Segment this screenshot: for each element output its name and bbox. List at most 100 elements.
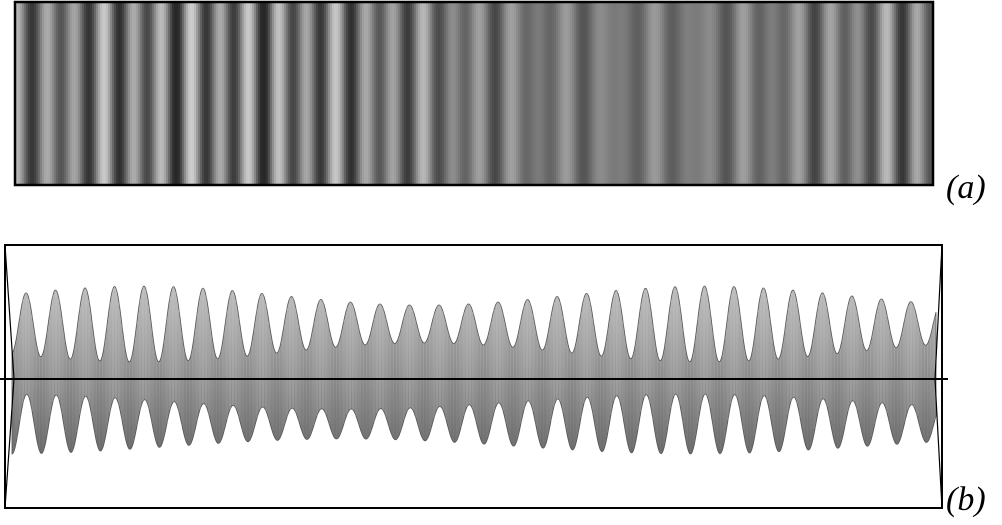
stripe bbox=[512, 3, 514, 184]
stripe bbox=[816, 3, 818, 184]
stripe bbox=[682, 3, 684, 184]
stripe bbox=[32, 3, 34, 184]
stripe bbox=[852, 3, 854, 184]
stripe bbox=[478, 3, 480, 184]
stripe bbox=[786, 3, 788, 184]
stripe bbox=[38, 3, 40, 184]
stripe bbox=[404, 3, 406, 184]
stripe bbox=[290, 3, 292, 184]
stripe bbox=[292, 3, 294, 184]
stripe bbox=[202, 3, 204, 184]
stripe bbox=[720, 3, 722, 184]
stripe bbox=[44, 3, 46, 184]
stripe bbox=[826, 3, 828, 184]
stripe bbox=[90, 3, 92, 184]
stripe bbox=[650, 3, 652, 184]
stripe bbox=[252, 3, 254, 184]
stripe bbox=[848, 3, 850, 184]
stripe bbox=[502, 3, 504, 184]
stripe bbox=[66, 3, 68, 184]
stripe bbox=[400, 3, 402, 184]
stripe bbox=[148, 3, 150, 184]
stripe bbox=[278, 3, 280, 184]
stripe bbox=[362, 3, 364, 184]
stripe bbox=[106, 3, 108, 184]
stripe bbox=[622, 3, 624, 184]
stripe bbox=[426, 3, 428, 184]
stripe bbox=[380, 3, 382, 184]
stripe bbox=[368, 3, 370, 184]
stripe bbox=[592, 3, 594, 184]
stripe bbox=[548, 3, 550, 184]
stripe bbox=[880, 3, 882, 184]
stripe bbox=[610, 3, 612, 184]
stripe bbox=[602, 3, 604, 184]
stripe bbox=[284, 3, 286, 184]
stripe bbox=[690, 3, 692, 184]
stripe bbox=[296, 3, 298, 184]
edge-lines bbox=[4, 244, 943, 509]
stripe bbox=[668, 3, 670, 184]
stripe bbox=[594, 3, 596, 184]
stripe bbox=[208, 3, 210, 184]
stripe bbox=[748, 3, 750, 184]
stripe bbox=[392, 3, 394, 184]
stripe bbox=[788, 3, 790, 184]
stripe bbox=[498, 3, 500, 184]
panel-b-frame bbox=[4, 244, 943, 509]
stripe bbox=[62, 3, 64, 184]
stripe bbox=[56, 3, 58, 184]
stripe bbox=[74, 3, 76, 184]
panel-label: (b) bbox=[946, 481, 986, 518]
stripe bbox=[138, 3, 140, 184]
stripe bbox=[920, 3, 922, 184]
stripe bbox=[162, 3, 164, 184]
stripe bbox=[824, 3, 826, 184]
stripe bbox=[830, 3, 832, 184]
stripe bbox=[446, 3, 448, 184]
stripe bbox=[340, 3, 342, 184]
surface bbox=[11, 285, 937, 455]
stripe bbox=[164, 3, 166, 184]
stripe bbox=[758, 3, 760, 184]
stripe bbox=[120, 3, 122, 184]
stripe bbox=[922, 3, 924, 184]
stripe bbox=[312, 3, 314, 184]
stripe bbox=[762, 3, 764, 184]
stripe bbox=[866, 3, 868, 184]
stripe bbox=[654, 3, 656, 184]
stripe bbox=[348, 3, 350, 184]
stripe bbox=[608, 3, 610, 184]
stripe bbox=[156, 3, 158, 184]
stripe bbox=[836, 3, 838, 184]
stripe bbox=[136, 3, 138, 184]
stripe bbox=[882, 3, 884, 184]
stripe bbox=[174, 3, 176, 184]
stripe bbox=[732, 3, 734, 184]
stripe bbox=[72, 3, 74, 184]
stripe bbox=[198, 3, 200, 184]
stripe bbox=[122, 3, 124, 184]
stripe bbox=[904, 3, 906, 184]
stripe bbox=[898, 3, 900, 184]
stripe bbox=[142, 3, 144, 184]
stripe bbox=[500, 3, 502, 184]
stripe bbox=[678, 3, 680, 184]
stripe bbox=[722, 3, 724, 184]
stripe bbox=[316, 3, 318, 184]
stripe bbox=[624, 3, 626, 184]
stripe bbox=[718, 3, 720, 184]
stripe bbox=[402, 3, 404, 184]
stripe bbox=[900, 3, 902, 184]
stripe bbox=[834, 3, 836, 184]
stripe bbox=[206, 3, 208, 184]
stripe bbox=[330, 3, 332, 184]
stripe bbox=[196, 3, 198, 184]
stripe bbox=[600, 3, 602, 184]
stripe bbox=[714, 3, 716, 184]
stripe bbox=[472, 3, 474, 184]
stripe bbox=[890, 3, 892, 184]
stripe bbox=[192, 3, 194, 184]
stripe bbox=[302, 3, 304, 184]
stripe bbox=[868, 3, 870, 184]
